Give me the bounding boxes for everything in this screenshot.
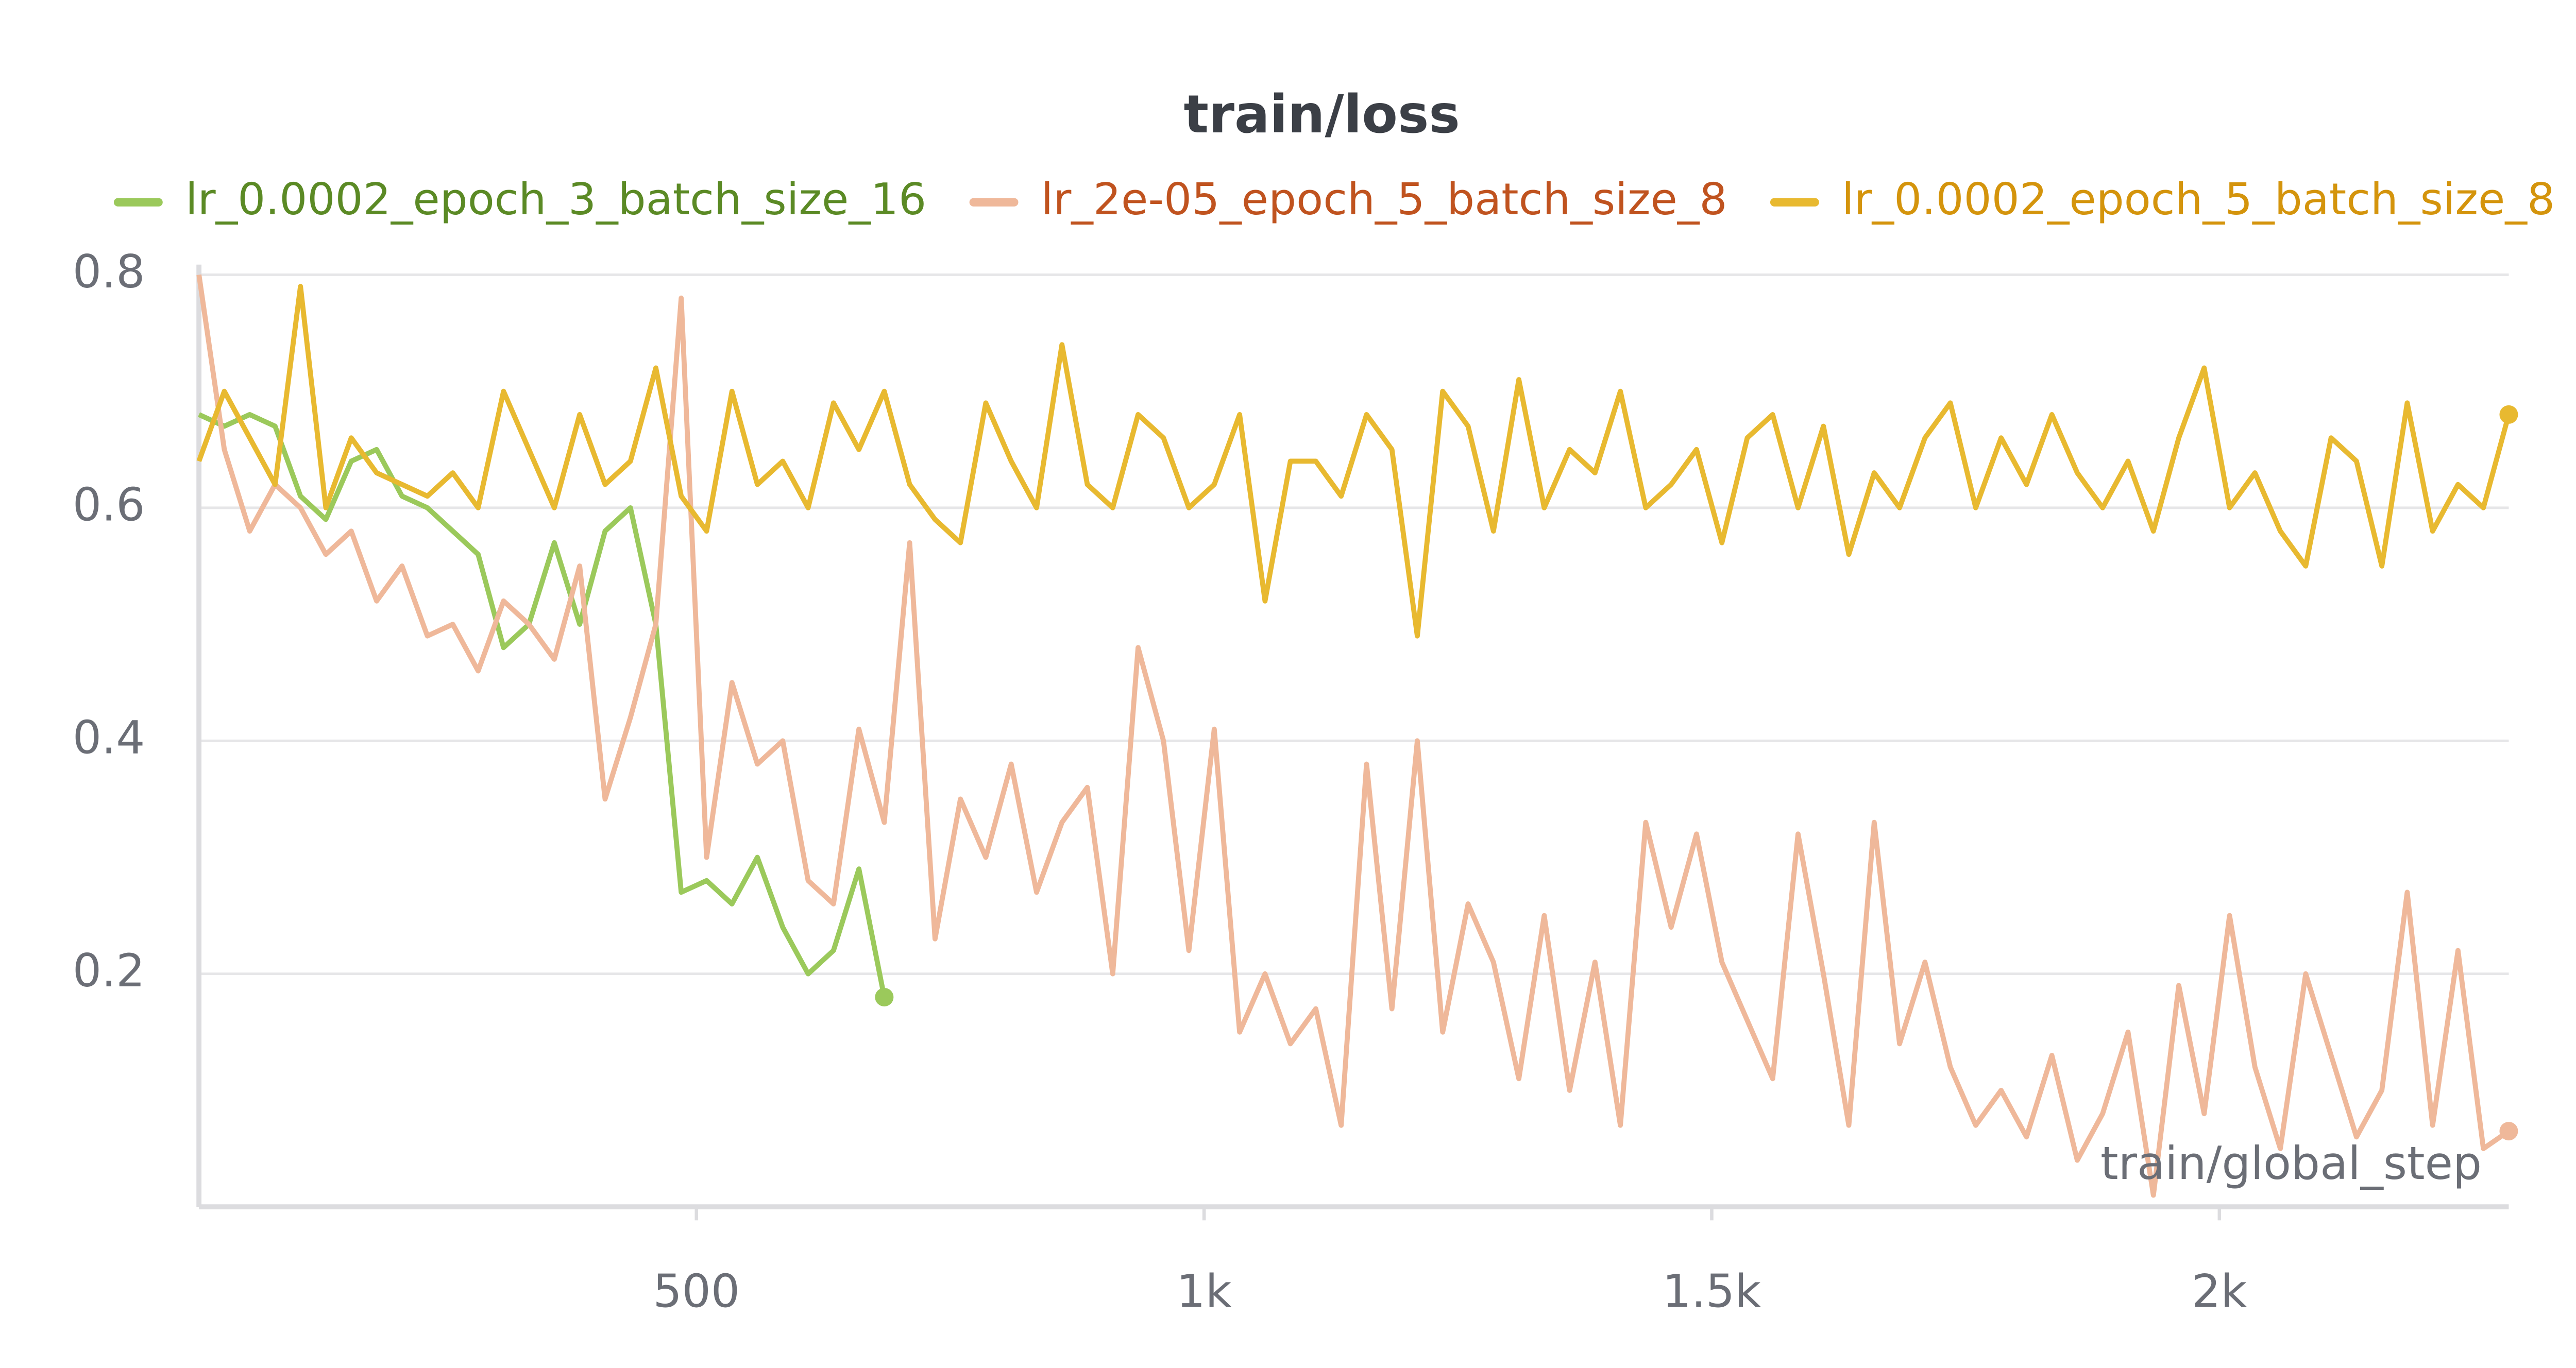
end-point <box>875 987 894 1006</box>
y-tick-label: 0.8 <box>73 245 145 298</box>
series-line <box>196 274 2511 1198</box>
chart-title: train/loss <box>1184 84 1460 145</box>
series-line <box>196 284 2512 639</box>
series-line <box>198 412 887 998</box>
end-point <box>2499 1122 2518 1141</box>
x-tick-label: 1k <box>1176 1265 1231 1318</box>
y-tick-label: 0.6 <box>73 478 145 531</box>
y-tick-label: 0.4 <box>73 711 145 764</box>
x-tick-label: 1.5k <box>1663 1265 1761 1318</box>
legend-label: lr_2e-05_epoch_5_batch_size_8 <box>1041 174 1727 225</box>
legend-label: lr_0.0002_epoch_3_batch_size_16 <box>185 174 926 225</box>
x-axis-label: train/global_step <box>2100 1137 2482 1190</box>
legend-label: lr_0.0002_epoch_5_batch_size_8 <box>1842 174 2555 225</box>
x-tick-label: 2k <box>2192 1265 2247 1318</box>
x-tick-label: 500 <box>653 1265 740 1318</box>
y-tick-label: 0.2 <box>73 944 145 997</box>
end-point <box>2499 405 2518 424</box>
